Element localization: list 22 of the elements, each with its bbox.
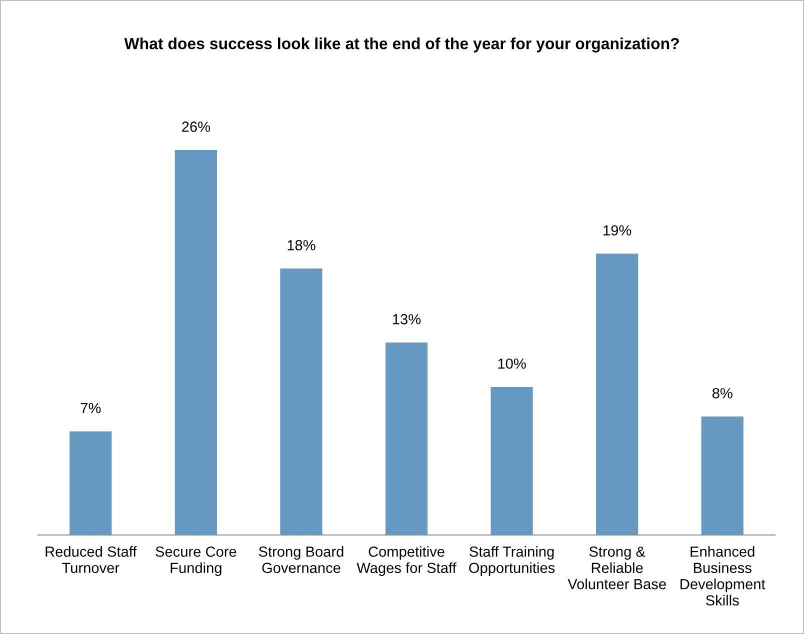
x-tick-label: Secure Core Funding [156,546,236,576]
chart-title: What does success look like at the end of the year for your organization? [124,38,679,52]
bar [596,254,638,535]
x-tick-label: Competitive Wages for Staff [356,546,456,576]
data-label: 7% [80,402,101,414]
x-tick-label: Reduced Staff Turnover [46,546,137,574]
bar [280,268,322,535]
bar [490,386,533,535]
bar [70,431,112,535]
bar [385,342,428,535]
bar [174,150,217,535]
data-label: 8% [712,388,732,398]
data-label: 13% [393,314,421,324]
data-label: 26% [182,122,210,132]
bar [701,416,744,535]
x-tick-label: Staff Training Opportunities [469,546,555,576]
data-label: 10% [498,358,526,369]
x-tick-label: Enhanced Business Development Skills [680,546,766,606]
data-label: 18% [288,240,316,250]
x-tick-label: Strong Board Governance [258,546,344,574]
x-tick-label: Strong & Reliable Volunteer Base [568,546,666,590]
data-label: 19% [604,225,632,236]
